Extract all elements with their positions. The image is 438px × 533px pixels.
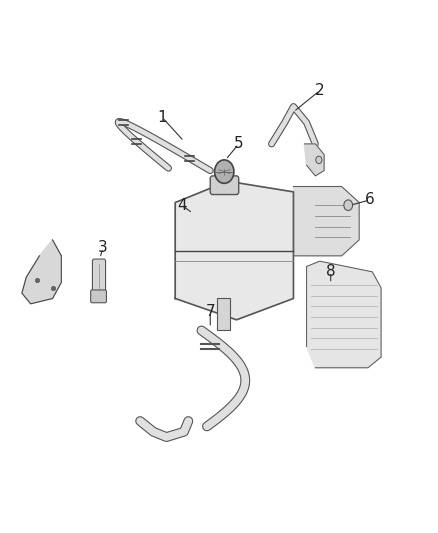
Circle shape (215, 160, 234, 183)
FancyBboxPatch shape (91, 290, 106, 303)
Text: 6: 6 (365, 192, 375, 207)
Bar (217, 298, 230, 330)
Polygon shape (22, 240, 61, 304)
Text: 5: 5 (234, 136, 244, 151)
Polygon shape (175, 181, 293, 320)
Polygon shape (304, 144, 324, 176)
Text: 7: 7 (205, 304, 215, 319)
Text: 1: 1 (157, 110, 167, 125)
Polygon shape (307, 261, 381, 368)
FancyBboxPatch shape (210, 176, 239, 195)
FancyBboxPatch shape (92, 259, 106, 298)
Text: 8: 8 (326, 264, 336, 279)
Text: 3: 3 (98, 240, 108, 255)
Circle shape (316, 156, 322, 164)
Circle shape (344, 200, 353, 211)
Text: 4: 4 (177, 198, 187, 213)
Polygon shape (293, 187, 359, 256)
Text: 2: 2 (315, 83, 325, 98)
